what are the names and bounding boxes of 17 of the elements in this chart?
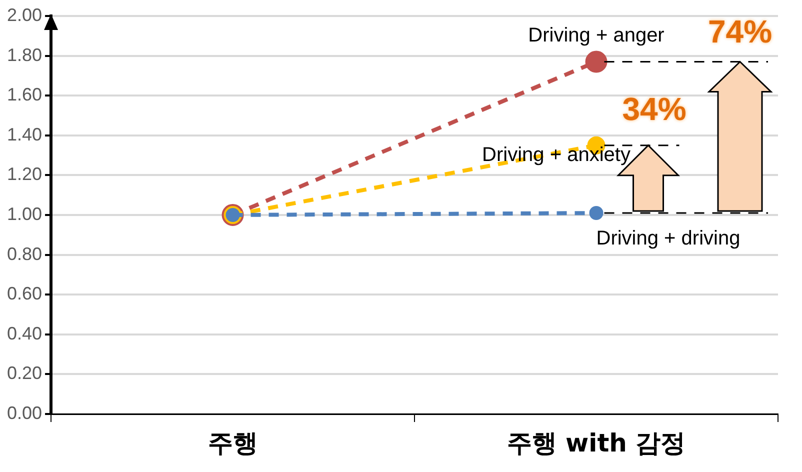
x-tick-label: 주행	[208, 428, 258, 458]
y-tick-label: 1.00	[6, 204, 42, 224]
y-tick-label: 0.20	[6, 363, 42, 384]
annotation: 74%	[708, 14, 772, 50]
y-tick-label: 2.00	[6, 4, 42, 25]
y-tick-label: 0.00	[6, 402, 42, 423]
y-tick-label: 0.40	[6, 323, 42, 344]
y-tick-label: 1.20	[6, 164, 42, 184]
y-tick-label: 1.40	[6, 124, 42, 144]
x-tick-label: 주행 with 감정	[506, 428, 686, 458]
y-tick-label: 1.80	[6, 44, 42, 65]
series-label: Driving + anger	[528, 24, 665, 46]
y-tick-label: 0.80	[6, 244, 42, 264]
annotation: 34%	[622, 91, 686, 128]
y-tick-label: 1.60	[6, 84, 42, 105]
y-tick-label: 0.60	[6, 284, 42, 304]
series-label: Driving + driving	[596, 228, 740, 250]
